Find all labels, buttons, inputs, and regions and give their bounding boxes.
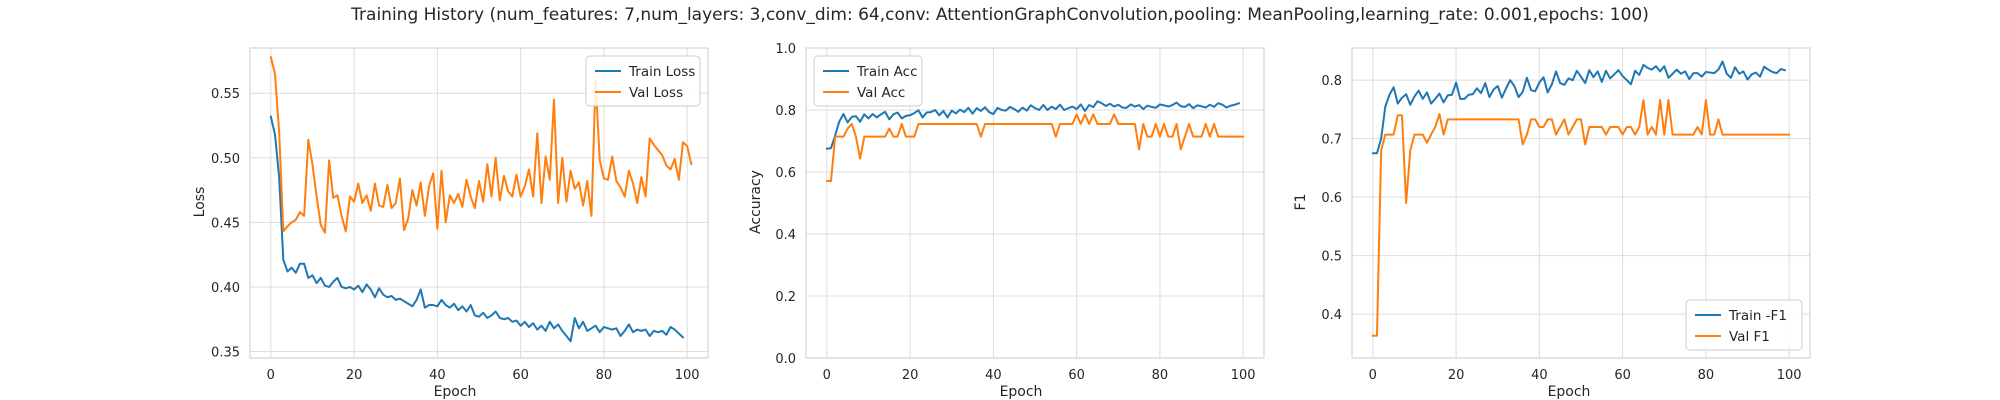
accuracy-y-tick-label: 0.8 xyxy=(775,104,796,119)
loss-legend: Train Loss Val Loss xyxy=(585,55,701,107)
loss-y-tick-label: 0.55 xyxy=(211,87,240,102)
accuracy-x-tick-label: 0 xyxy=(823,368,831,383)
accuracy-x-tick-label: 20 xyxy=(902,368,919,383)
loss-series-train-line xyxy=(269,115,685,343)
loss-y-tick-label: 0.45 xyxy=(211,216,240,231)
loss-x-tick-label: 100 xyxy=(675,368,700,383)
f1-x-tick-label: 0 xyxy=(1369,368,1377,383)
loss-x-tick-label: 60 xyxy=(512,368,529,383)
loss-x-tick-label: 40 xyxy=(429,368,446,383)
f1-x-tick-label: 40 xyxy=(1531,368,1548,383)
accuracy-legend-label: Val Acc xyxy=(857,85,905,101)
f1-x-tick-label: 20 xyxy=(1448,368,1465,383)
loss-x-tick-label: 80 xyxy=(596,368,613,383)
f1-plot-frame xyxy=(1351,47,1811,359)
loss-legend-box xyxy=(585,55,701,107)
accuracy-plot-frame xyxy=(805,47,1265,359)
accuracy-x-tick-label: 80 xyxy=(1152,368,1169,383)
f1-y-tick-label: 0.5 xyxy=(1321,250,1342,265)
accuracy-x-axis-label: Epoch xyxy=(1000,384,1043,400)
loss-legend-label: Train Loss xyxy=(628,64,695,80)
accuracy-y-tick-label: 0.2 xyxy=(775,290,796,305)
f1-x-axis-label: Epoch xyxy=(1548,384,1591,400)
accuracy-y-tick-label: 0.6 xyxy=(775,166,796,181)
f1-x-tick-label: 60 xyxy=(1614,368,1631,383)
accuracy-y-axis-label: Accuracy xyxy=(748,170,764,234)
loss-y-tick-label: 0.50 xyxy=(211,152,240,167)
accuracy-legend: Train Acc Val Acc xyxy=(813,55,923,107)
f1-y-tick-label: 0.6 xyxy=(1321,191,1342,206)
f1-y-tick-label: 0.4 xyxy=(1321,308,1342,323)
accuracy-x-tick-label: 100 xyxy=(1231,368,1256,383)
accuracy-chart: Epoch Accuracy 0 20 40 60 80 100 0.0 0.2 0.4 0.6 0… xyxy=(748,42,1265,400)
accuracy-x-tick-label: 60 xyxy=(1068,368,1085,383)
loss-y-tick-label: 0.40 xyxy=(211,281,240,296)
f1-y-tick-label: 0.7 xyxy=(1321,133,1342,148)
f1-y-axis-label: F1 xyxy=(1293,194,1309,211)
f1-chart: Epoch F1 0 20 40 60 80 100 0.4 0.5 0.6 0.7 0.8 Trai… xyxy=(1293,47,1811,400)
f1-series-val-line xyxy=(1371,99,1791,337)
f1-x-tick-label: 80 xyxy=(1698,368,1715,383)
accuracy-legend-box xyxy=(813,55,923,107)
accuracy-y-tick-label: 1.0 xyxy=(775,42,796,57)
f1-y-tick-label: 0.8 xyxy=(1321,74,1342,89)
accuracy-y-tick-label: 0.4 xyxy=(775,228,796,243)
f1-series-train-line xyxy=(1371,60,1787,155)
accuracy-series-train-line xyxy=(825,100,1241,150)
f1-legend-box xyxy=(1685,299,1803,351)
loss-chart: Epoch Loss 0 20 40 60 80 100 0.35 0.40 0.45 0.50 0… xyxy=(192,47,709,400)
accuracy-x-tick-label: 40 xyxy=(985,368,1002,383)
loss-x-tick-label: 20 xyxy=(346,368,363,383)
accuracy-legend-label: Train Acc xyxy=(856,64,918,80)
f1-legend-label: Train -F1 xyxy=(1728,308,1787,324)
loss-plot-frame xyxy=(249,47,709,359)
loss-y-tick-label: 0.35 xyxy=(211,346,240,361)
figure-title: Training History (num_features: 7,num_la… xyxy=(350,5,1649,25)
f1-legend-label: Val F1 xyxy=(1729,329,1770,345)
f1-x-tick-label: 100 xyxy=(1777,368,1802,383)
accuracy-series-val-line xyxy=(825,113,1245,182)
loss-series-val-line xyxy=(269,56,693,234)
loss-legend-label: Val Loss xyxy=(629,85,683,101)
loss-x-axis-label: Epoch xyxy=(434,384,477,400)
loss-y-axis-label: Loss xyxy=(192,187,208,218)
f1-legend: Train -F1 Val F1 xyxy=(1685,299,1803,351)
accuracy-y-tick-label: 0.0 xyxy=(775,352,796,367)
loss-x-tick-label: 0 xyxy=(267,368,275,383)
